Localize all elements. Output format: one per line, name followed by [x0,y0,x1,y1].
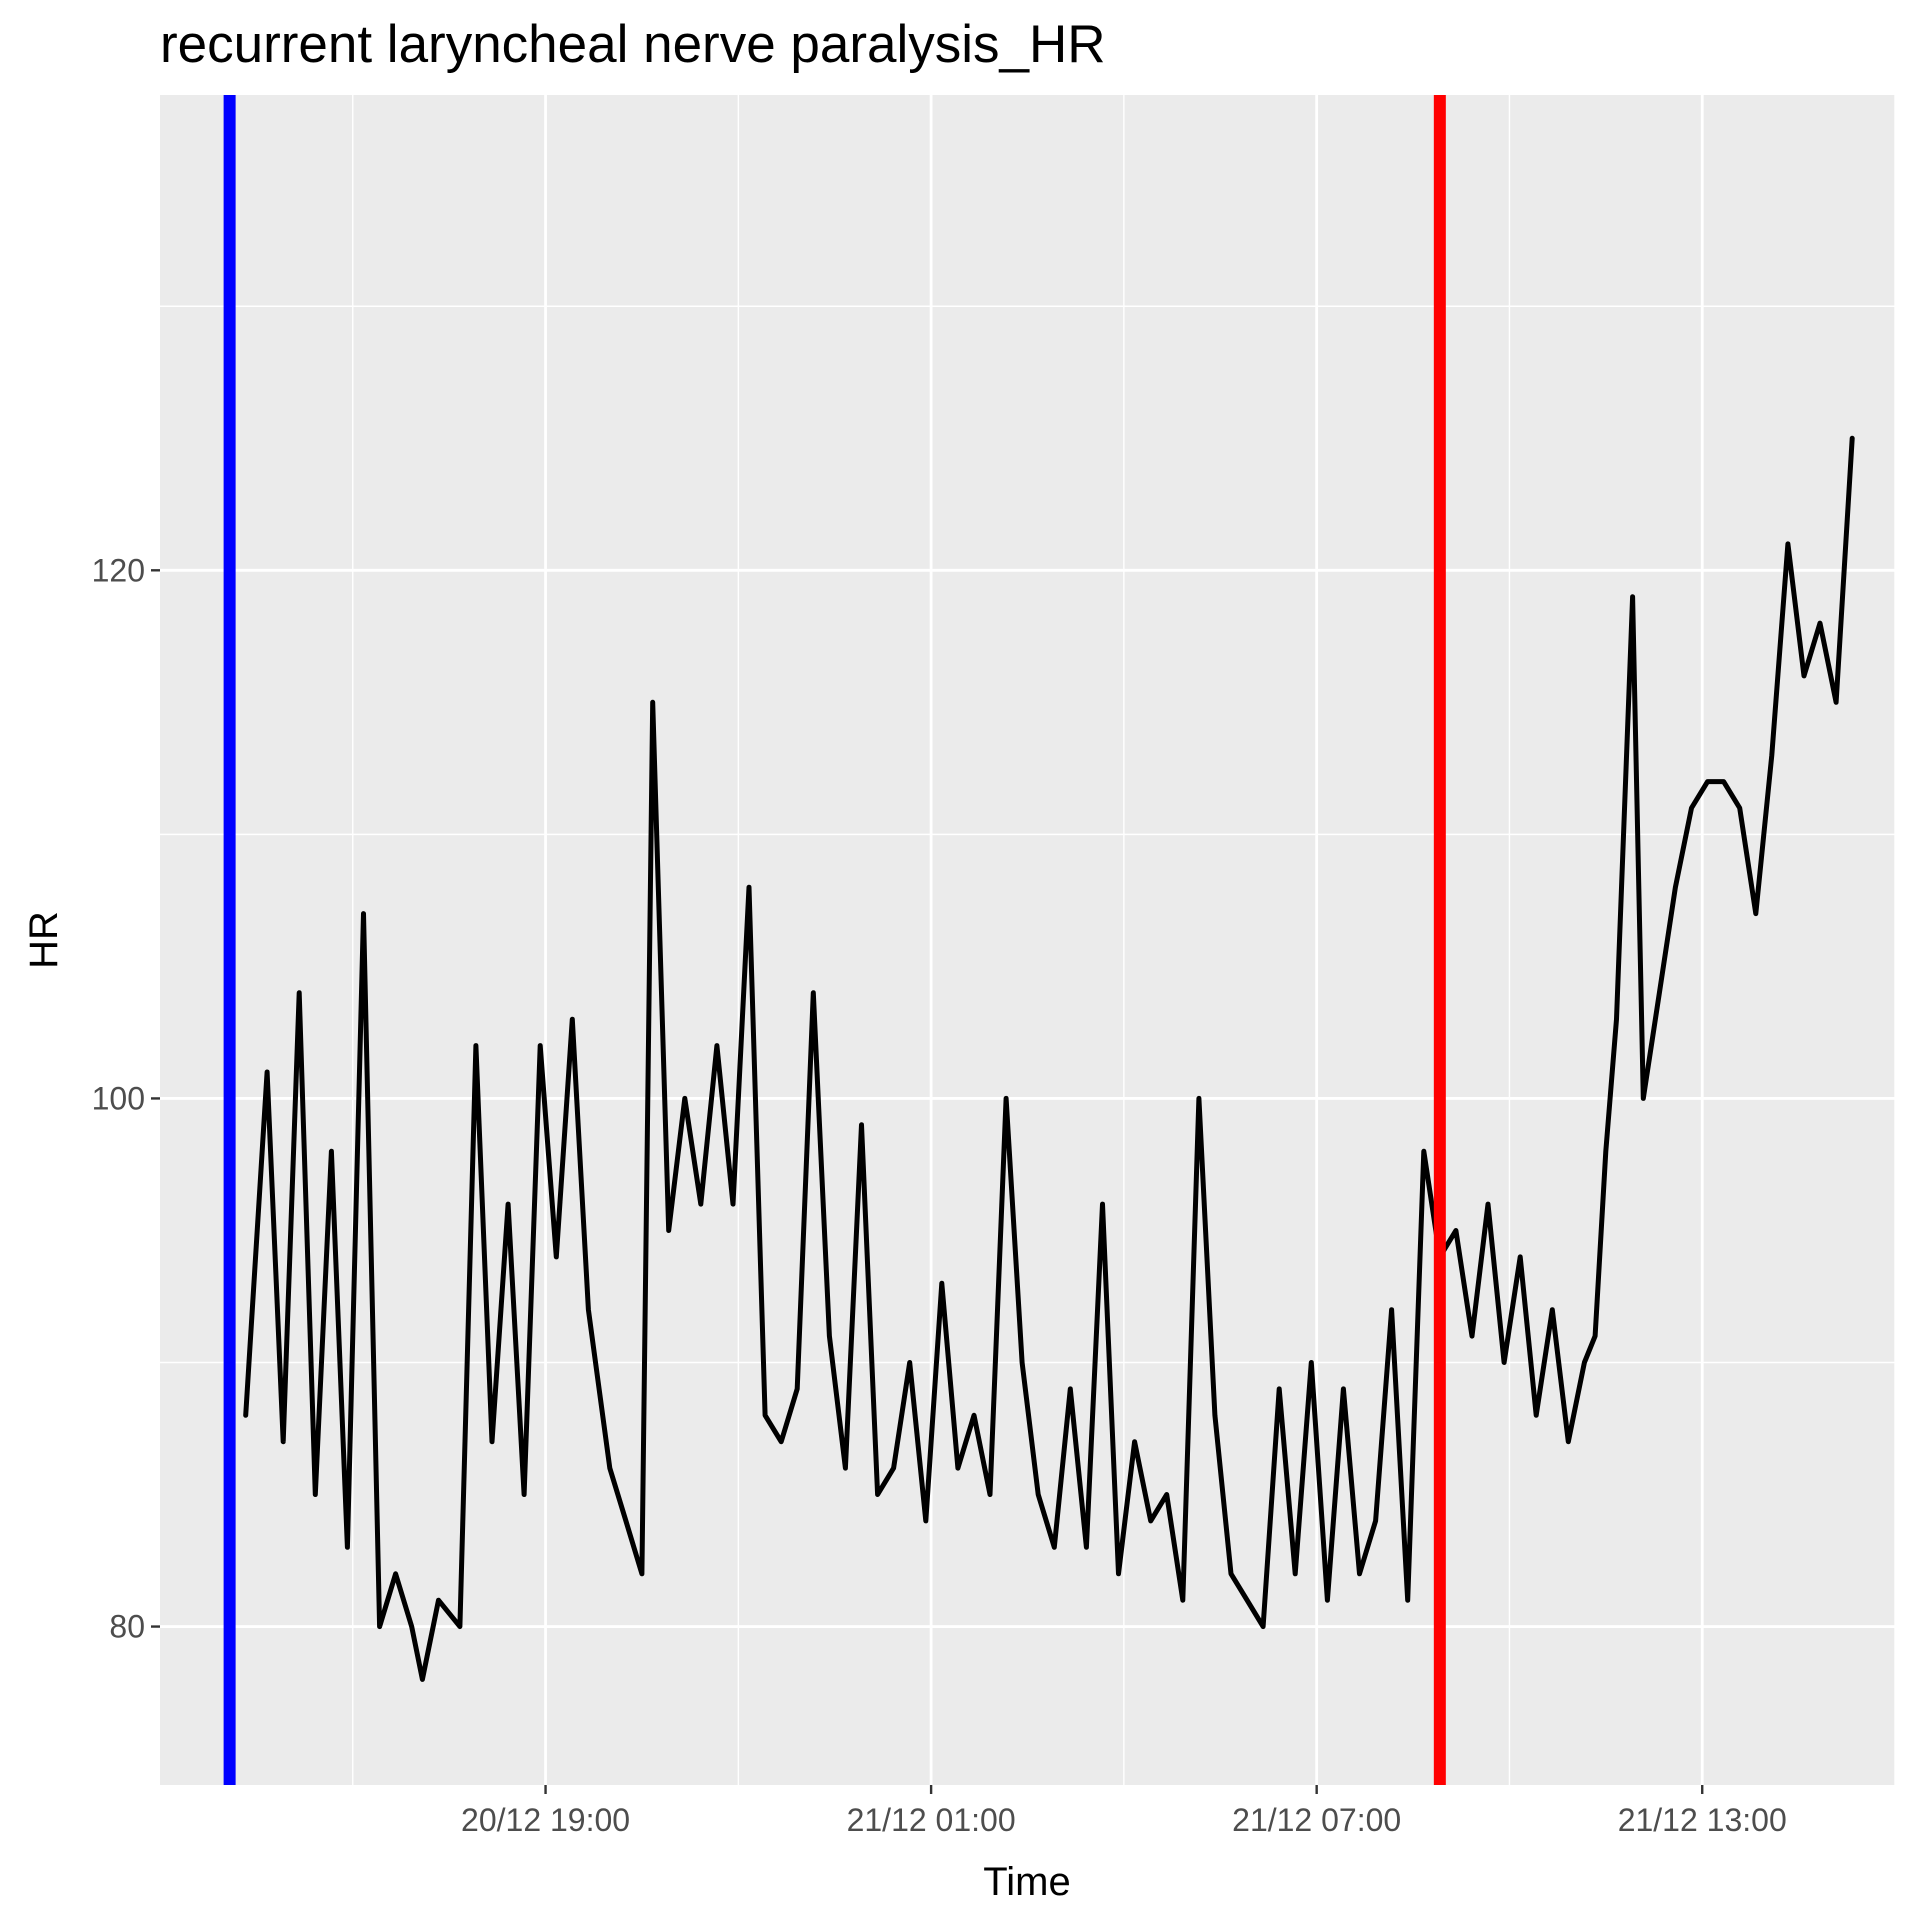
x-tick-label: 21/12 07:00 [1232,1802,1401,1838]
y-axis: 80 100 120 [92,552,160,1645]
y-axis-title: HR [22,911,66,969]
y-tick-label: 100 [92,1080,145,1116]
y-tick-label: 120 [92,552,145,588]
grid-major [160,95,1895,1785]
x-axis-title: Time [983,1860,1070,1904]
x-axis: 20/12 19:00 21/12 01:00 21/12 07:00 21/12 1… [461,1785,1787,1838]
x-tick-label: 21/12 01:00 [847,1802,1016,1838]
x-tick-label: 20/12 19:00 [461,1802,630,1838]
grid-minor [160,95,1896,1785]
vline-layer [223,95,1446,1785]
hr-series-line [243,435,1855,1682]
plot-panel [160,95,1895,1785]
x-tick-label: 21/12 13:00 [1618,1802,1787,1838]
y-tick-label: 80 [109,1609,145,1645]
chart-title: recurrent laryncheal nerve paralysis_HR [160,15,1106,74]
series-layer [243,435,1855,1682]
